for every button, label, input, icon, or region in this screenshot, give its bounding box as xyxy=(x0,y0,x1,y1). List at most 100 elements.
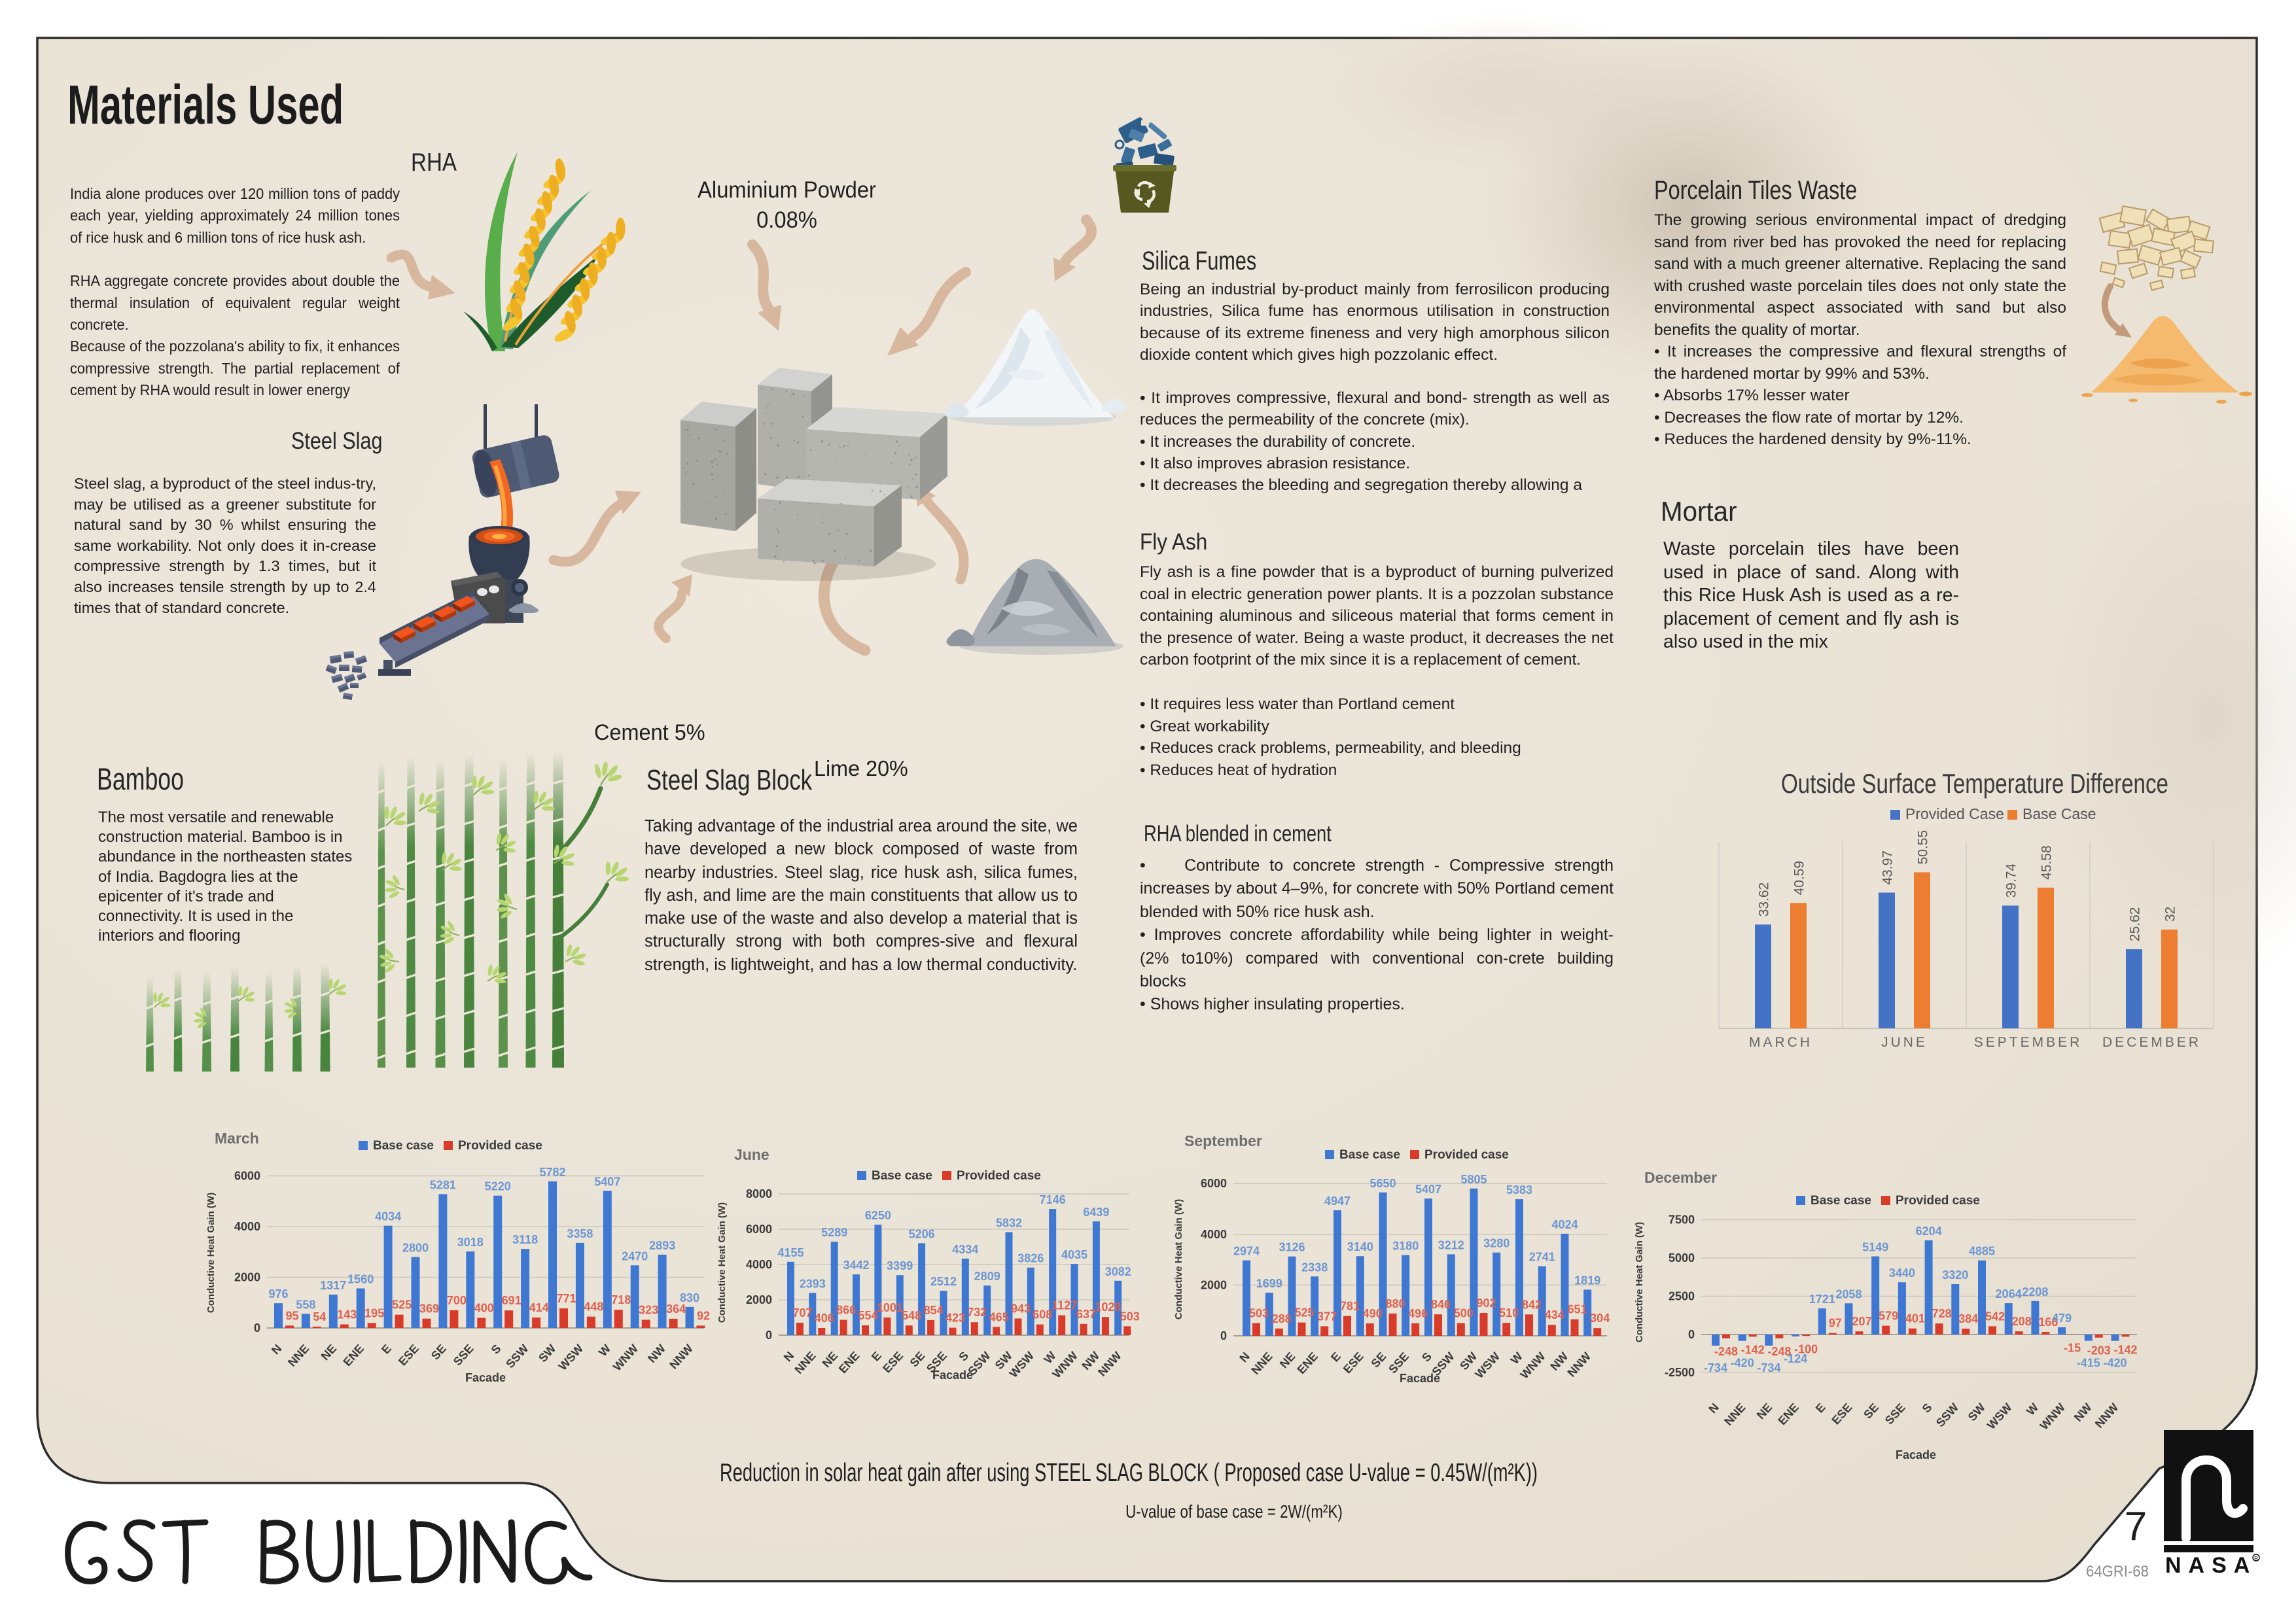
svg-text:3358: 3358 xyxy=(567,1227,593,1240)
svg-text:Facade: Facade xyxy=(1400,1372,1440,1385)
svg-text:846: 846 xyxy=(1431,1298,1451,1311)
svg-text:1317: 1317 xyxy=(320,1279,346,1292)
svg-text:4000: 4000 xyxy=(234,1220,260,1233)
svg-text:DECEMBER: DECEMBER xyxy=(2102,1035,2201,1050)
svg-text:5805: 5805 xyxy=(1460,1173,1487,1186)
svg-text:2809: 2809 xyxy=(974,1270,1000,1283)
svg-text:5281: 5281 xyxy=(430,1178,456,1191)
svg-text:503: 503 xyxy=(1120,1310,1140,1323)
svg-text:3126: 3126 xyxy=(1279,1241,1305,1254)
svg-text:SEPTEMBER: SEPTEMBER xyxy=(1974,1035,2083,1050)
svg-text:Provided case: Provided case xyxy=(458,1139,542,1153)
svg-text:323: 323 xyxy=(639,1304,658,1317)
svg-text:4034: 4034 xyxy=(375,1210,401,1223)
svg-text:637: 637 xyxy=(1076,1308,1096,1321)
svg-text:25.62: 25.62 xyxy=(2128,907,2143,942)
svg-text:943: 943 xyxy=(1011,1302,1031,1316)
svg-text:369: 369 xyxy=(419,1302,439,1316)
svg-text:4000: 4000 xyxy=(746,1258,772,1271)
svg-text:2000: 2000 xyxy=(1201,1278,1227,1291)
svg-text:1127: 1127 xyxy=(1051,1299,1077,1312)
svg-text:732: 732 xyxy=(967,1306,987,1319)
svg-text:4024: 4024 xyxy=(1551,1218,1578,1231)
svg-text:5407: 5407 xyxy=(1415,1183,1441,1196)
svg-text:4155: 4155 xyxy=(777,1246,804,1259)
svg-text:Facade: Facade xyxy=(1896,1448,1936,1461)
svg-text:6000: 6000 xyxy=(746,1223,772,1236)
svg-text:4000: 4000 xyxy=(1201,1228,1227,1241)
svg-text:542: 542 xyxy=(1985,1310,2005,1323)
svg-text:364: 364 xyxy=(666,1302,686,1316)
svg-text:September: September xyxy=(1184,1132,1262,1149)
svg-text:2000: 2000 xyxy=(746,1293,772,1306)
svg-text:5383: 5383 xyxy=(1506,1183,1532,1196)
svg-text:490: 490 xyxy=(1363,1307,1383,1320)
svg-text:Base case: Base case xyxy=(1810,1194,1871,1208)
svg-text:2800: 2800 xyxy=(402,1242,429,1255)
svg-text:554: 554 xyxy=(858,1309,877,1322)
svg-text:479: 479 xyxy=(2052,1312,2072,1325)
svg-text:3018: 3018 xyxy=(457,1236,484,1249)
svg-text:MARCH: MARCH xyxy=(1749,1035,1812,1050)
svg-text:3320: 3320 xyxy=(1942,1268,1968,1282)
svg-text:-734: -734 xyxy=(1757,1361,1780,1374)
svg-text:Base case: Base case xyxy=(1339,1148,1400,1162)
svg-text:5782: 5782 xyxy=(539,1166,565,1179)
svg-text:32: 32 xyxy=(2163,907,2178,922)
svg-text:Provided case: Provided case xyxy=(1424,1148,1509,1162)
svg-text:288: 288 xyxy=(1272,1312,1292,1325)
svg-text:0: 0 xyxy=(1220,1329,1227,1342)
svg-text:JUNE: JUNE xyxy=(1881,1035,1928,1050)
svg-text:3180: 3180 xyxy=(1392,1240,1419,1253)
svg-text:Base case: Base case xyxy=(373,1139,434,1153)
svg-text:Base case: Base case xyxy=(872,1169,932,1183)
svg-text:6204: 6204 xyxy=(1916,1225,1942,1238)
svg-text:2208: 2208 xyxy=(2022,1285,2048,1299)
svg-text:2470: 2470 xyxy=(622,1249,648,1263)
svg-text:-142: -142 xyxy=(2113,1343,2137,1356)
svg-text:2058: 2058 xyxy=(1835,1287,1862,1300)
svg-text:434: 434 xyxy=(1545,1308,1564,1321)
svg-text:166: 166 xyxy=(2038,1316,2058,1329)
svg-text:97: 97 xyxy=(1829,1317,1842,1330)
svg-text:400: 400 xyxy=(474,1302,494,1315)
svg-text:2338: 2338 xyxy=(1301,1261,1328,1274)
svg-text:June: June xyxy=(734,1146,769,1163)
svg-text:608: 608 xyxy=(1033,1308,1052,1321)
svg-text:Base Case: Base Case xyxy=(2022,805,2096,822)
svg-text:406: 406 xyxy=(815,1312,834,1325)
svg-text:208: 208 xyxy=(2012,1315,2032,1328)
svg-text:1699: 1699 xyxy=(1256,1277,1282,1290)
svg-text:781: 781 xyxy=(1340,1300,1360,1313)
svg-text:3082: 3082 xyxy=(1105,1265,1131,1278)
svg-text:-248: -248 xyxy=(1714,1345,1738,1358)
svg-text:558: 558 xyxy=(296,1298,315,1311)
svg-text:2974: 2974 xyxy=(1233,1245,1260,1258)
svg-text:3440: 3440 xyxy=(1889,1266,1915,1280)
svg-text:6000: 6000 xyxy=(1201,1177,1227,1190)
svg-text:5220: 5220 xyxy=(485,1180,511,1193)
svg-text:4947: 4947 xyxy=(1324,1195,1351,1208)
svg-text:33.62: 33.62 xyxy=(1757,882,1772,917)
svg-text:-203: -203 xyxy=(2087,1344,2111,1357)
svg-text:854: 854 xyxy=(924,1304,944,1317)
svg-text:54: 54 xyxy=(313,1310,326,1323)
svg-text:465: 465 xyxy=(989,1310,1009,1323)
svg-text:510: 510 xyxy=(1499,1306,1519,1319)
svg-text:Provided Case: Provided Case xyxy=(1905,805,2004,822)
svg-text:43.97: 43.97 xyxy=(1881,850,1896,885)
svg-text:6439: 6439 xyxy=(1083,1206,1109,1219)
svg-text:207: 207 xyxy=(1852,1315,1871,1328)
svg-text:92: 92 xyxy=(697,1309,710,1322)
svg-text:4035: 4035 xyxy=(1061,1248,1087,1261)
svg-text:4334: 4334 xyxy=(952,1243,978,1256)
svg-text:7146: 7146 xyxy=(1040,1193,1066,1206)
svg-text:691: 691 xyxy=(502,1294,521,1307)
svg-text:50.55: 50.55 xyxy=(1916,830,1931,865)
svg-text:700: 700 xyxy=(447,1294,467,1307)
svg-text:414: 414 xyxy=(529,1301,549,1314)
svg-text:0: 0 xyxy=(254,1321,260,1335)
svg-text:1028: 1028 xyxy=(1095,1300,1121,1314)
svg-text:Conductive Heat Gain (W): Conductive Heat Gain (W) xyxy=(716,1202,728,1323)
svg-text:3212: 3212 xyxy=(1438,1238,1464,1251)
